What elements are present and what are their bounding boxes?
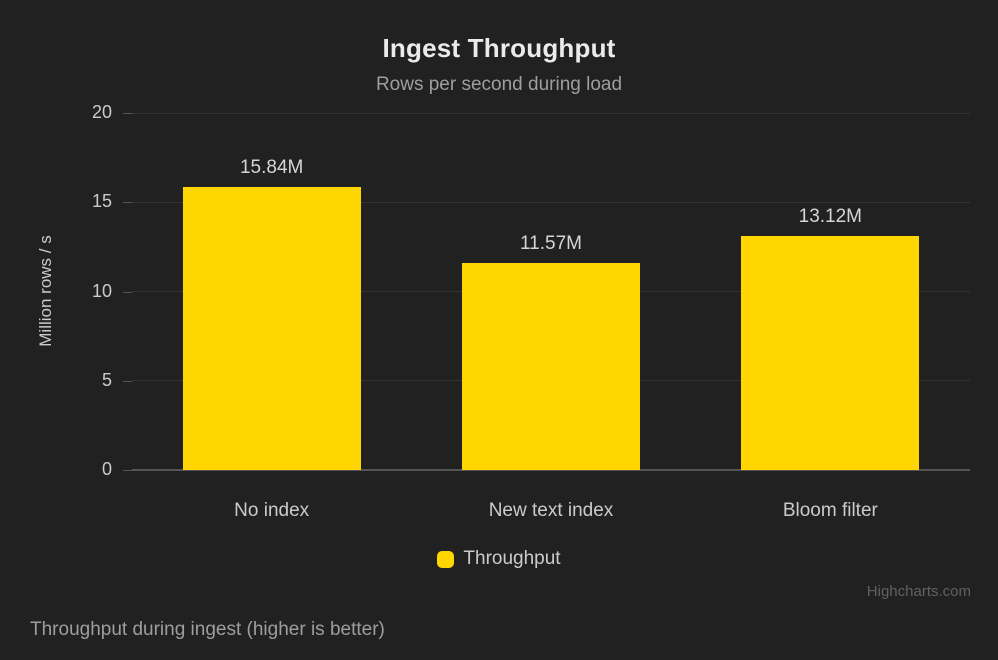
data-label: 11.57M bbox=[520, 233, 582, 255]
legend-item-throughput[interactable]: Throughput bbox=[437, 548, 561, 570]
data-label: 15.84M bbox=[239, 157, 304, 179]
y-axis-tick bbox=[123, 202, 132, 204]
y-gridline bbox=[132, 112, 970, 114]
y-gridline bbox=[132, 201, 970, 203]
y-axis-tick bbox=[123, 470, 132, 471]
chart-subtitle: Rows per second during load bbox=[375, 74, 623, 95]
y-axis-label: 10 bbox=[91, 280, 112, 301]
x-axis-line bbox=[132, 469, 970, 471]
x-axis-label: Bloom filter bbox=[782, 500, 878, 521]
y-axis-label: 15 bbox=[91, 191, 112, 212]
y-axis-tick bbox=[123, 291, 132, 293]
y-axis-label: 20 bbox=[91, 102, 112, 122]
y-axis-tick bbox=[123, 380, 132, 382]
bar-bloom-filter[interactable] bbox=[741, 235, 920, 470]
legend-symbol-square bbox=[437, 550, 455, 568]
x-axis-label: No index bbox=[234, 500, 310, 521]
x-axis-label: New text index bbox=[488, 500, 614, 521]
bar-new-text-index[interactable] bbox=[462, 263, 640, 470]
data-label: 13.12M bbox=[798, 205, 863, 227]
y-axis-tick bbox=[123, 113, 132, 114]
x-axis-labels: No index New text index Bloom filter bbox=[132, 500, 970, 528]
plot-area: 15.84M 11.57M 13.12M bbox=[132, 112, 970, 471]
chart-title: Ingest Throughput bbox=[382, 33, 616, 63]
bar-no-index[interactable] bbox=[182, 187, 361, 470]
chart-caption: Throughput during ingest (higher is bett… bbox=[30, 619, 385, 640]
y-axis-label: 5 bbox=[101, 369, 112, 390]
highcharts-credit[interactable]: Highcharts.com bbox=[866, 583, 971, 600]
legend-label: Throughput bbox=[463, 548, 561, 569]
legend: Throughput bbox=[0, 548, 998, 570]
y-axis-label: 0 bbox=[101, 459, 112, 479]
